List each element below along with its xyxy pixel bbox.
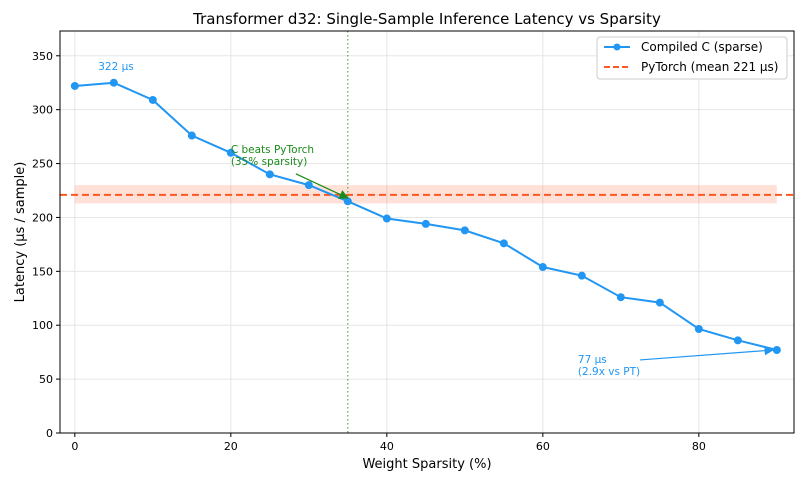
data-point xyxy=(109,78,118,87)
x-tick-label: 80 xyxy=(692,440,706,453)
y-tick-label: 150 xyxy=(32,265,53,278)
y-tick-label: 0 xyxy=(46,427,53,440)
data-point xyxy=(694,324,703,333)
y-tick-label: 50 xyxy=(39,373,53,386)
data-point xyxy=(655,298,664,307)
y-tick-label: 300 xyxy=(32,104,53,117)
data-point xyxy=(421,219,430,228)
data-point xyxy=(265,170,274,179)
annotation-text: C beats PyTorch xyxy=(231,144,314,156)
data-point xyxy=(70,81,79,90)
x-axis-label: Weight Sparsity (%) xyxy=(362,457,491,472)
legend: Compiled C (sparse) PyTorch (mean 221 µs… xyxy=(596,36,788,80)
y-tick-label: 250 xyxy=(32,158,53,171)
x-tick-label: 40 xyxy=(380,440,394,453)
y-axis-label: Latency (µs / sample) xyxy=(13,162,28,303)
y-tick-label: 350 xyxy=(32,50,53,63)
annotation-text: (2.9x vs PT) xyxy=(578,366,640,378)
x-tick-label: 60 xyxy=(536,440,550,453)
legend-compiled-c: Compiled C (sparse) xyxy=(641,40,763,54)
data-point xyxy=(772,346,781,355)
data-point xyxy=(616,293,625,302)
annotation-arrow xyxy=(639,345,775,361)
data-point xyxy=(187,131,196,140)
series-line xyxy=(74,81,778,351)
data-point xyxy=(460,226,469,235)
data-point xyxy=(382,214,391,223)
data-point xyxy=(499,239,508,248)
data-point xyxy=(538,263,547,272)
annotation-text: 322 µs xyxy=(98,61,134,73)
plot-frame xyxy=(59,30,795,434)
annotation-text: (35% sparsity) xyxy=(231,156,307,168)
x-tick-label: 20 xyxy=(224,440,238,453)
data-point xyxy=(148,95,157,104)
y-tick-label: 100 xyxy=(32,319,53,332)
y-tick-label: 200 xyxy=(32,211,53,224)
legend-pytorch: PyTorch (mean 221 µs) xyxy=(641,60,778,74)
annotation-arrow xyxy=(295,173,349,199)
chart-title: Transformer d32: Single-Sample Inference… xyxy=(192,10,661,28)
annotation-text: 77 µs xyxy=(578,354,607,366)
x-tick-label: 0 xyxy=(71,440,78,453)
data-point xyxy=(733,336,742,345)
data-point xyxy=(343,197,352,206)
legend-marker xyxy=(613,43,621,51)
data-point xyxy=(304,181,313,190)
data-point xyxy=(226,148,235,157)
data-point xyxy=(577,271,586,280)
